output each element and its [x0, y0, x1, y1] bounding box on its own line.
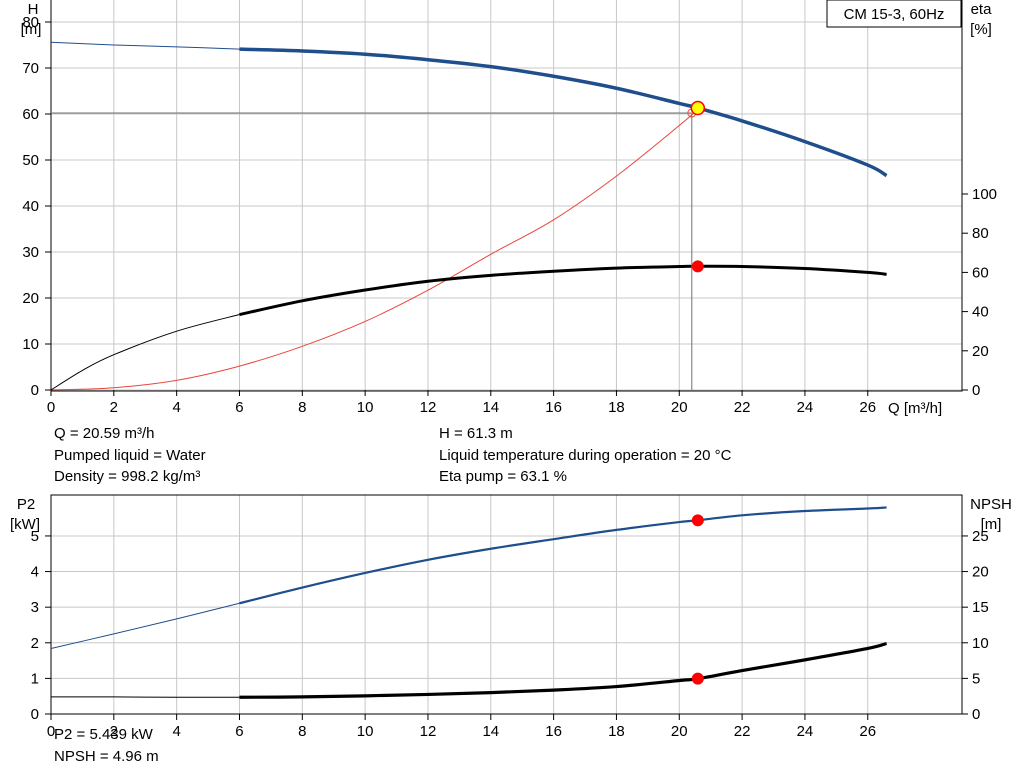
- p2-axis-label: P2: [17, 496, 35, 513]
- power-chart-ytick-right-label: 0: [972, 706, 980, 723]
- efficiency-curve-thin: [50, 314, 240, 391]
- system-curve: [50, 109, 699, 391]
- p2-value: P2 = 5.439 kW: [54, 726, 153, 743]
- head-chart-ytick-right-label: 60: [972, 264, 989, 281]
- eta-axis-unit: [%]: [970, 21, 992, 38]
- p2-axis-unit: [kW]: [10, 516, 40, 533]
- power-chart-ytick-left-label: 1: [31, 670, 39, 687]
- power-chart-xtick-label: 26: [859, 723, 876, 740]
- head-chart-ytick-right-label: 100: [972, 186, 997, 203]
- head-chart-ytick-left-label: 50: [22, 152, 39, 169]
- operating-info-left: Q = 20.59 m³/h Pumped liquid = Water Den…: [54, 423, 206, 488]
- npsh-curve: [239, 641, 888, 699]
- head-axis-unit: [m]: [21, 21, 42, 38]
- power-chart-xtick-label: 2: [110, 723, 118, 740]
- power-chart-ytick-left-label: 3: [31, 599, 39, 616]
- head-chart-ytick-left-label: 60: [22, 106, 39, 123]
- operating-info-right: H = 61.3 m Liquid temperature during ope…: [439, 423, 731, 488]
- power-chart-xtick-label: 14: [482, 723, 499, 740]
- efficiency-curve: [239, 264, 887, 317]
- p2-operating-point: [691, 514, 704, 527]
- power-chart-series: [50, 506, 888, 699]
- power-chart-xtick-label: 0: [47, 723, 55, 740]
- flow-axis-label: Q [m³/h]: [888, 400, 942, 417]
- power-chart-grid: [50, 495, 962, 715]
- head-chart-ytick-left-label: 30: [22, 244, 39, 261]
- head-chart-ytick-left-label: 40: [22, 198, 39, 215]
- power-chart-xtick-label: 6: [235, 723, 243, 740]
- power-chart-xtick-label: 20: [671, 723, 688, 740]
- head-chart-xtick-label: 22: [734, 399, 751, 416]
- head-value: H = 61.3 m: [439, 425, 513, 442]
- power-chart-ytick-right-label: 20: [972, 564, 989, 581]
- head-chart-xtick-label: 12: [420, 399, 437, 416]
- liquid-temperature: Liquid temperature during operation = 20…: [439, 446, 732, 464]
- power-chart-ytick-left-label: 0: [31, 706, 39, 723]
- head-chart-ytick-left-label: 80: [22, 14, 39, 31]
- head-chart-ytick-left-label: 70: [22, 60, 39, 77]
- head-chart-xtick-label: 10: [357, 399, 374, 416]
- head-curve-thin: [50, 41, 240, 50]
- head-chart-xtick-label: 24: [797, 399, 814, 416]
- head-chart-ticks: 0 2 4 6 8 10 12 14 16 18 20 22 24 2601020304050607080…: [22, 14, 997, 416]
- p2-curve-thin: [50, 602, 240, 649]
- head-chart-ytick-right-label: 80: [972, 225, 989, 242]
- eta-value: Eta pump = 63.1 %: [439, 468, 567, 485]
- power-chart-xtick-label: 12: [420, 723, 437, 740]
- efficiency-operating-point: [691, 260, 704, 273]
- head-chart-series: [50, 41, 888, 391]
- head-chart-ytick-right-label: 20: [972, 343, 989, 360]
- pumped-liquid: Pumped liquid = Water: [54, 446, 206, 464]
- power-chart-ytick-left-label: 2: [31, 635, 39, 652]
- operating-info-bottom: P2 = 5.439 kW NPSH = 4.96 m: [54, 724, 159, 767]
- pump-model-title: CM 15-3, 60Hz: [844, 6, 945, 23]
- eta-axis-label: eta: [971, 1, 993, 18]
- head-chart-xtick-label: 8: [298, 399, 306, 416]
- head-chart-ytick-right-label: 40: [972, 304, 989, 321]
- density-value: Density = 998.2 kg/m³: [54, 468, 201, 485]
- power-chart-xtick-label: 18: [608, 723, 625, 740]
- head-chart-ytick-left-label: 0: [31, 382, 39, 399]
- head-chart-xtick-label: 26: [859, 399, 876, 416]
- pump-model-box: [826, 0, 962, 28]
- power-chart-xtick-label: 4: [172, 723, 180, 740]
- head-chart-frame: [50, 0, 963, 392]
- flow-value: Q = 20.59 m³/h: [54, 425, 155, 442]
- power-chart-xtick-label: 10: [357, 723, 374, 740]
- duty-point-marker: [690, 100, 706, 116]
- npsh-axis-unit: [m]: [981, 516, 1002, 533]
- head-chart-ytick-left-label: 10: [22, 336, 39, 353]
- npsh-axis-label: NPSH: [970, 496, 1012, 513]
- head-chart-xtick-label: 20: [671, 399, 688, 416]
- head-chart-xtick-label: 14: [482, 399, 499, 416]
- p2-curve: [239, 506, 887, 605]
- head-chart-xtick-label: 16: [545, 399, 562, 416]
- head-chart-xtick-label: 6: [235, 399, 243, 416]
- head-chart-xtick-label: 0: [47, 399, 55, 416]
- power-chart-ytick-right-label: 10: [972, 635, 989, 652]
- head-chart-xtick-label: 18: [608, 399, 625, 416]
- power-chart-ytick-left-label: 4: [31, 564, 39, 581]
- head-chart-xtick-label: 2: [110, 399, 118, 416]
- npsh-value: NPSH = 4.96 m: [54, 747, 159, 765]
- power-chart-ytick-right-label: 25: [972, 528, 989, 545]
- power-chart-xtick-label: 22: [734, 723, 751, 740]
- power-chart-xtick-label: 16: [545, 723, 562, 740]
- head-chart-ytick-right-label: 0: [972, 382, 980, 399]
- head-curve: [239, 47, 888, 178]
- power-chart-frame: [50, 494, 963, 715]
- power-chart-xtick-label: 8: [298, 723, 306, 740]
- head-chart-grid: [50, 0, 962, 391]
- power-chart-ytick-right-label: 15: [972, 599, 989, 616]
- power-chart-ytick-right-label: 5: [972, 670, 980, 687]
- head-axis-label: H: [28, 1, 39, 18]
- head-chart-xtick-label: 4: [172, 399, 180, 416]
- npsh-operating-point: [691, 672, 704, 685]
- power-chart-ytick-left-label: 5: [31, 528, 39, 545]
- head-chart-ytick-left-label: 20: [22, 290, 39, 307]
- power-chart-xtick-label: 24: [797, 723, 814, 740]
